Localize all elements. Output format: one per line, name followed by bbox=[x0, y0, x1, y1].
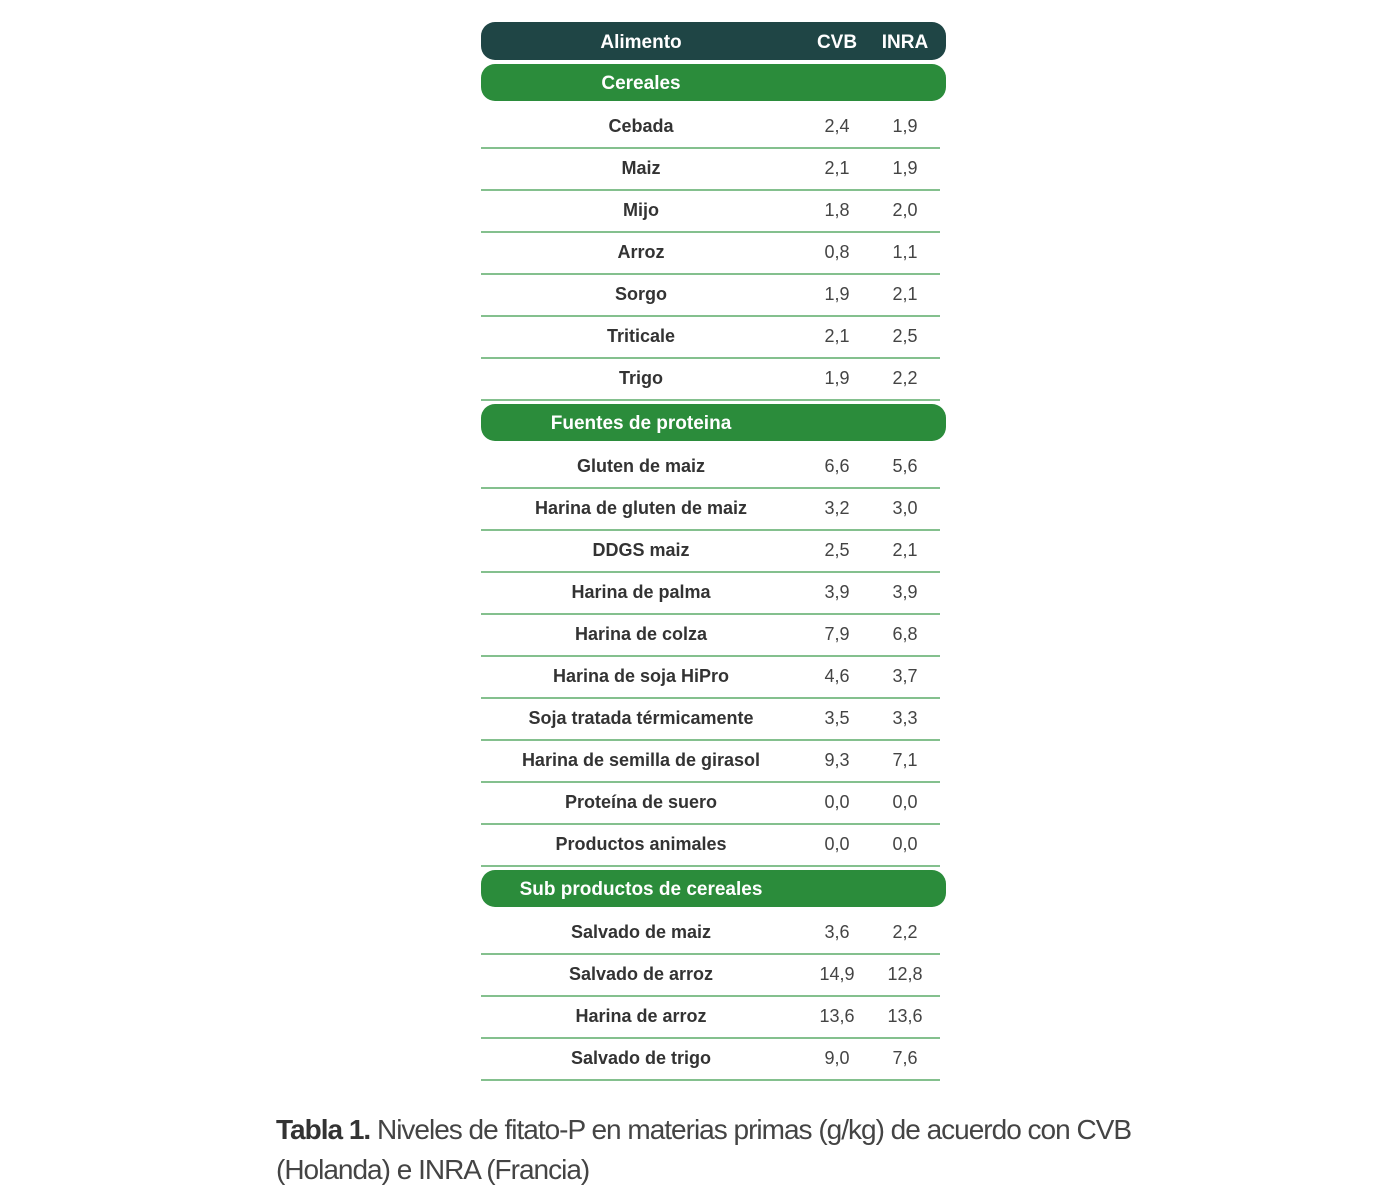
section-title: Sub productos de cereales bbox=[520, 879, 763, 900]
cell-value: 3,2 bbox=[824, 498, 849, 518]
cell-value: 2,0 bbox=[892, 200, 917, 220]
cell-value: 2,5 bbox=[824, 540, 849, 560]
cell-name: Harina de semilla de girasol bbox=[522, 750, 760, 770]
cell-value: 0,0 bbox=[824, 834, 849, 854]
cell-name: Proteína de suero bbox=[565, 792, 717, 812]
cell-name: DDGS maiz bbox=[592, 540, 689, 560]
cell-value: 2,2 bbox=[892, 922, 917, 942]
cell-value: 7,9 bbox=[824, 624, 849, 644]
cell-name: Harina de gluten de maiz bbox=[535, 498, 747, 518]
header-cell: Alimento bbox=[600, 32, 681, 53]
header-bar bbox=[481, 22, 946, 60]
cell-value: 3,0 bbox=[892, 498, 917, 518]
cell-name: Harina de palma bbox=[571, 582, 711, 602]
cell-value: 3,3 bbox=[892, 708, 917, 728]
cell-value: 2,4 bbox=[824, 116, 849, 136]
cell-value: 14,9 bbox=[819, 964, 854, 984]
section-bar bbox=[481, 870, 946, 907]
section-bar bbox=[481, 64, 946, 101]
cell-value: 0,0 bbox=[892, 792, 917, 812]
caption-label: Tabla 1. bbox=[276, 1114, 371, 1145]
cell-value: 1,9 bbox=[892, 158, 917, 178]
section-title: Cereales bbox=[601, 73, 680, 94]
cell-value: 5,6 bbox=[892, 456, 917, 476]
cell-value: 13,6 bbox=[887, 1006, 922, 1026]
cell-value: 9,0 bbox=[824, 1048, 849, 1068]
cell-name: Soja tratada térmicamente bbox=[528, 708, 753, 728]
cell-name: Salvado de trigo bbox=[571, 1048, 711, 1068]
cell-name: Mijo bbox=[623, 200, 659, 220]
cell-value: 3,5 bbox=[824, 708, 849, 728]
cell-name: Sorgo bbox=[615, 284, 667, 304]
cell-value: 12,8 bbox=[887, 964, 922, 984]
cell-value: 1,9 bbox=[824, 284, 849, 304]
section-bar bbox=[481, 404, 946, 441]
cell-value: 3,7 bbox=[892, 666, 917, 686]
cell-value: 3,9 bbox=[824, 582, 849, 602]
cell-name: Maiz bbox=[621, 158, 660, 178]
cell-name: Cebada bbox=[608, 116, 674, 136]
cell-value: 2,1 bbox=[824, 158, 849, 178]
cell-name: Salvado de arroz bbox=[569, 964, 713, 984]
cell-value: 1,1 bbox=[892, 242, 917, 262]
cell-name: Arroz bbox=[617, 242, 664, 262]
section-title: Fuentes de proteina bbox=[551, 413, 732, 434]
cell-value: 2,1 bbox=[892, 540, 917, 560]
cell-value: 1,8 bbox=[824, 200, 849, 220]
cell-name: Triticale bbox=[607, 326, 675, 346]
cell-value: 0,0 bbox=[892, 834, 917, 854]
header-cell: CVB bbox=[817, 32, 857, 53]
cell-value: 6,6 bbox=[824, 456, 849, 476]
cell-name: Productos animales bbox=[555, 834, 726, 854]
cell-value: 2,1 bbox=[824, 326, 849, 346]
cell-name: Trigo bbox=[619, 368, 663, 388]
caption-text: Niveles de fitato-P en materias primas (… bbox=[276, 1114, 1132, 1185]
cell-value: 2,5 bbox=[892, 326, 917, 346]
cell-name: Gluten de maiz bbox=[577, 456, 705, 476]
cell-value: 3,9 bbox=[892, 582, 917, 602]
cell-name: Harina de soja HiPro bbox=[553, 666, 729, 686]
cell-name: Harina de colza bbox=[575, 624, 708, 644]
cell-value: 7,6 bbox=[892, 1048, 917, 1068]
cell-value: 13,6 bbox=[819, 1006, 854, 1026]
table: Alimento CVB INRA Cereales Cebada 2,4 1,9 Maiz 2… bbox=[481, 22, 946, 1081]
cell-value: 1,9 bbox=[892, 116, 917, 136]
cell-value: 4,6 bbox=[824, 666, 849, 686]
cell-name: Salvado de maiz bbox=[571, 922, 711, 942]
cell-value: 3,6 bbox=[824, 922, 849, 942]
cell-value: 6,8 bbox=[892, 624, 917, 644]
cell-value: 0,0 bbox=[824, 792, 849, 812]
cell-name: Harina de arroz bbox=[575, 1006, 706, 1026]
cell-value: 7,1 bbox=[892, 750, 917, 770]
cell-value: 0,8 bbox=[824, 242, 849, 262]
header-cell: INRA bbox=[882, 32, 929, 53]
cell-value: 2,2 bbox=[892, 368, 917, 388]
caption: Tabla 1. Niveles de fitato-P en materias… bbox=[276, 1110, 1156, 1190]
cell-value: 2,1 bbox=[892, 284, 917, 304]
cell-value: 9,3 bbox=[824, 750, 849, 770]
cell-value: 1,9 bbox=[824, 368, 849, 388]
